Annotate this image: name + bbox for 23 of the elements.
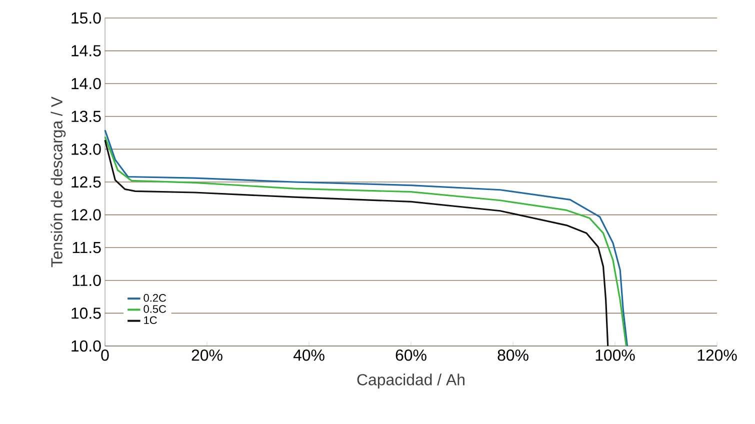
y-tick-label: 10.0	[72, 340, 101, 352]
y-tick-label: 12.0	[72, 209, 101, 220]
y-axis-title: Tensión de descarga / V	[50, 96, 66, 268]
x-tick-label: 100%	[596, 350, 635, 361]
x-tick-label: 80%	[498, 350, 528, 361]
y-tick-label: 13.0	[72, 144, 101, 155]
legend-label: 0.5C	[144, 305, 166, 313]
legend-label: 1C	[144, 316, 157, 324]
y-tick-label: 15.0	[72, 12, 101, 24]
x-tick-label: 40%	[293, 350, 324, 361]
x-axis-title: Capacidad / Ah	[357, 374, 464, 389]
x-tick-label: 60%	[396, 350, 426, 361]
y-tick-label: 13.5	[72, 110, 101, 122]
y-tick-label: 11.0	[72, 274, 101, 286]
y-tick-label: 14.5	[72, 45, 101, 56]
x-tick-label: 120%	[698, 350, 737, 361]
x-tick-label: 20%	[192, 350, 222, 361]
y-tick-label: 12.5	[72, 176, 101, 188]
y-tick-label: 14.0	[72, 78, 101, 90]
y-tick-label: 11.5	[72, 242, 101, 254]
y-tick-label: 10.5	[72, 308, 101, 319]
legend-label: 0.2C	[144, 294, 166, 302]
x-tick-label: 0	[101, 350, 109, 361]
